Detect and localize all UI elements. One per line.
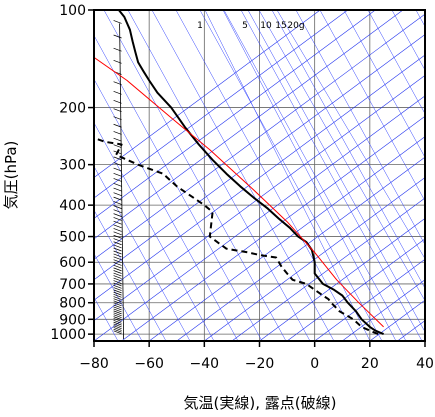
x-tick-label: −40 [190,356,220,372]
y-tick-label: 300 [59,158,86,174]
mixing-ratio-label: 15 [275,21,286,31]
x-tick-label: −80 [79,356,109,372]
x-axis-title: 気温(実線), 露点(破線) [184,394,337,412]
y-tick-label: 500 [59,230,86,246]
y-tick-label: 400 [59,198,86,214]
mixing-ratio-label: 10 [260,21,272,31]
x-tick-label: 20 [361,356,379,372]
x-tick-label: −60 [134,356,164,372]
mixing-ratio-label: 1 [197,21,203,31]
y-tick-label: 700 [59,277,86,293]
x-tick-label: −20 [245,356,275,372]
y-axis-title: 気圧(hPa) [2,141,20,210]
y-tick-label: 900 [59,312,86,328]
y-tick-label: 800 [59,296,86,312]
x-tick-label: 0 [310,356,319,372]
x-tick-label: 40 [416,356,434,372]
y-tick-label: 200 [59,101,86,117]
mixing-ratio-label: 5 [242,21,248,31]
mixing-ratio-label: 20g [287,21,304,31]
y-tick-label: 100 [59,3,86,19]
y-tick-label: 1000 [50,327,86,343]
y-tick-label: 600 [59,255,86,271]
